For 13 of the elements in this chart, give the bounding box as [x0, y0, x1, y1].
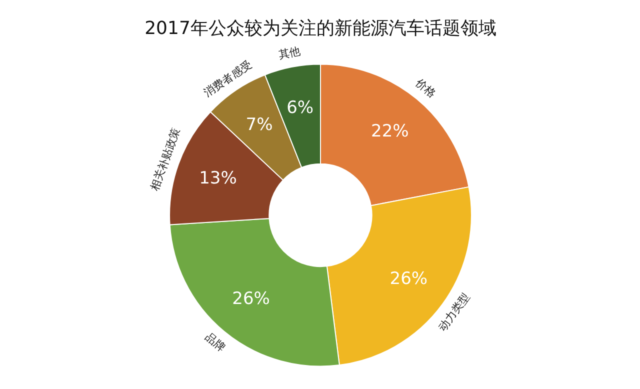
data-label: 6%: [286, 98, 314, 118]
slice-label: 价格: [412, 75, 438, 100]
data-label: 26%: [232, 289, 270, 310]
slice-label: 消费者感受: [201, 58, 254, 100]
slice-label: 相关补贴政策: [148, 126, 183, 193]
data-label: 13%: [199, 168, 237, 188]
data-label: 22%: [371, 121, 409, 142]
chart-title: 2017年公众较为关注的新能源汽车话题领域: [144, 18, 496, 40]
slice-label: 品牌: [202, 330, 228, 354]
slice-label: 动力类型: [436, 290, 472, 334]
slice-label: 其他: [278, 44, 302, 62]
data-label: 26%: [390, 269, 428, 290]
data-label: 7%: [246, 115, 273, 136]
